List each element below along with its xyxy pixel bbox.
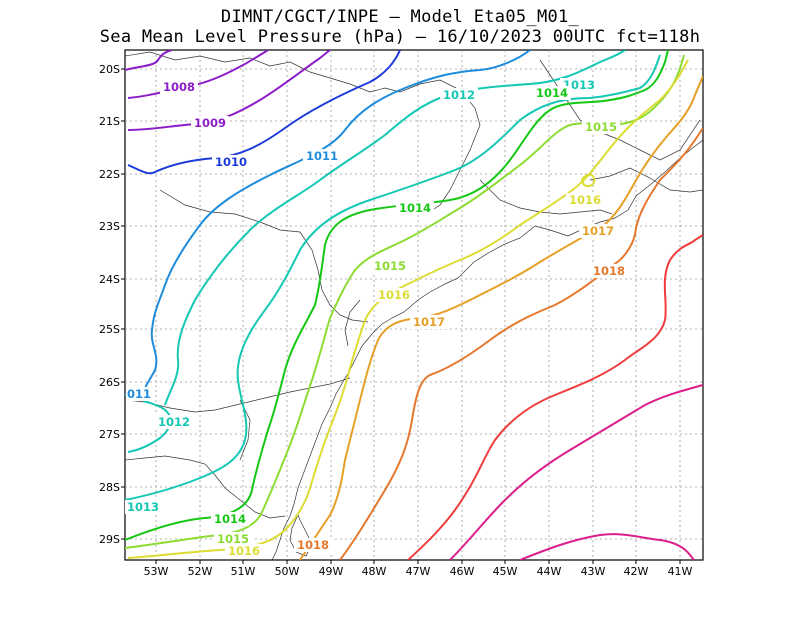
lat-label: 24S [99,273,120,286]
state-border [344,299,361,347]
isobar-labels: 1008 1009 1010 1011 011 1012 1012 1013 1… [125,78,628,558]
isobar-label: 1009 [194,116,226,130]
coastline [271,139,703,560]
isobar-label: 1013 [127,500,159,514]
lon-label: 53W [144,565,169,578]
isobar-1020 [449,384,703,560]
isobar-label: 1018 [297,538,329,552]
state-border [125,51,481,216]
state-border [239,399,251,461]
isobar-label: 1014 [399,201,431,215]
lat-label: 20S [99,63,120,76]
lat-label: 22S [99,168,120,181]
lon-label: 41W [668,565,693,578]
isobar-label: 1012 [443,88,475,102]
isobar-label: 1018 [593,264,625,278]
isobar-1009 [127,50,331,131]
lon-label: 47W [406,565,431,578]
map-title-line-1: DIMNT/CGCT/INPE – Model Eta05_M01_ [220,7,580,27]
isobar-1013 [125,54,661,501]
lat-label: 29S [99,533,120,546]
isobar-label: 1016 [569,193,601,207]
isobar-label: 1017 [582,224,614,238]
isobar-1017 [299,75,703,560]
isobar-label: 011 [127,387,151,401]
lat-label: 23S [99,220,120,233]
lon-label: 46W [450,565,475,578]
lon-label: 43W [581,565,606,578]
lon-label: 44W [537,565,562,578]
isobar-1014 [125,50,669,541]
isobar-label: 1016 [378,288,410,302]
isobar-label: 1014 [214,512,246,526]
lat-label: 28S [99,481,120,494]
isobar-1010 [127,50,401,175]
lon-label: 49W [319,565,344,578]
isobar-1018 [339,127,703,560]
lat-axis-labels: 20S 21S 22S 23S 24S 25S 26S 27S 28S 29S [99,63,120,546]
isobar-label: 1012 [158,415,190,429]
isobar-1016 [580,173,596,188]
lat-label: 26S [99,376,120,389]
isobar-label: 1010 [215,155,247,169]
isobar-label: 1011 [306,149,338,163]
isobar-label: 1015 [374,259,406,273]
lon-label: 48W [362,565,387,578]
isobar-1019 [407,234,703,560]
isobar-label: 1015 [217,532,249,546]
state-border [479,179,613,215]
isobar-label: 1008 [163,80,195,94]
isobar-label: 1014 [536,86,568,100]
isobar-label: 1017 [413,315,445,329]
isobar-1011 [142,50,531,396]
isobar-1012 [164,50,626,406]
lat-label: 21S [99,115,120,128]
map-frame [124,49,704,561]
lon-axis-labels: 53W 52W 51W 50W 49W 48W 47W 46W 45W 44W … [144,565,693,578]
lat-label: 27S [99,428,120,441]
lon-label: 42W [624,565,649,578]
isobar-1020 [519,533,695,560]
isobar-label: 1016 [228,544,260,558]
axis-ticks [121,68,681,564]
lat-label: 25S [99,323,120,336]
lon-label: 50W [275,565,300,578]
lon-label: 52W [188,565,213,578]
lon-label: 45W [493,565,518,578]
map-title-line-2: Sea Mean Level Pressure (hPa) – 16/10/20… [99,27,701,47]
isobar-label: 1015 [585,120,617,134]
state-border [125,377,351,413]
state-border [539,59,701,161]
state-border [589,167,703,193]
lon-label: 51W [231,565,256,578]
isobar-1008 [127,50,269,99]
lagoon-outline [289,514,313,557]
isobar-1008 [125,50,173,71]
